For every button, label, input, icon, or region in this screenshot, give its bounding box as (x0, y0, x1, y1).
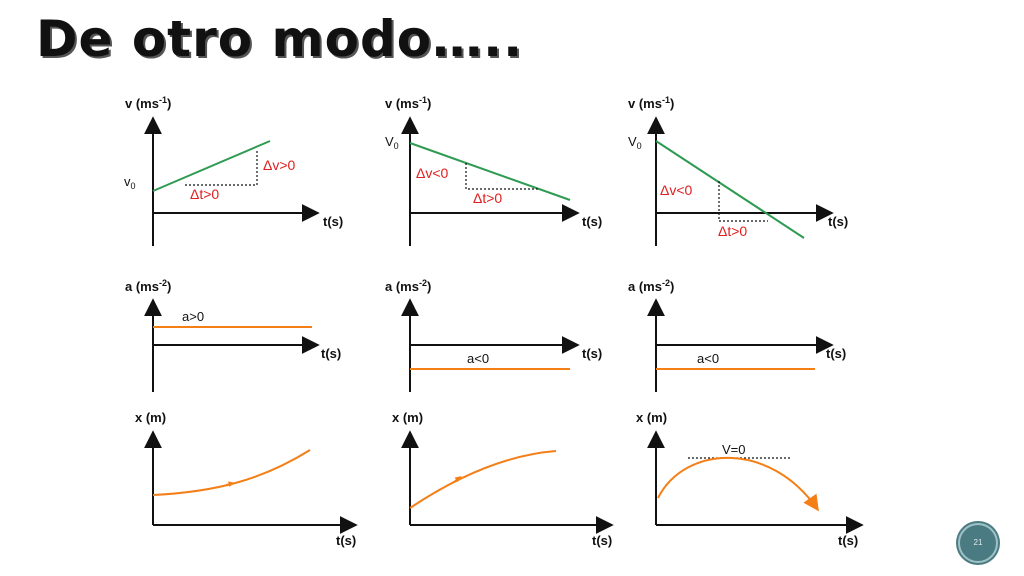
v0-label: V0 (385, 134, 399, 151)
delta-v-label: Δv<0 (416, 165, 449, 181)
page-number-badge: 21 (958, 523, 998, 563)
velocity-line (409, 142, 571, 201)
delta-v-label: Δv<0 (660, 182, 693, 198)
position-graph-1: x (m) t(s) (135, 410, 358, 548)
zero-velocity-label: V=0 (722, 442, 746, 457)
delta-guides (465, 163, 538, 190)
position-curve (657, 456, 819, 512)
x-axis-label: x (m) (636, 410, 667, 425)
delta-v-label: Δv>0 (263, 157, 296, 173)
delta-guides (185, 151, 258, 186)
position-curve (409, 450, 557, 509)
delta-t-label: Δt>0 (718, 223, 747, 239)
acceleration-label: a>0 (182, 309, 204, 324)
acceleration-label: a<0 (697, 351, 719, 366)
slide-title: De otro modo….. (36, 10, 524, 68)
a-axis-label: a (ms-2) (628, 278, 674, 294)
velocity-graph-3: v (ms-1) t(s) V0 Δv<0 Δt>0 (628, 95, 848, 246)
t-axis-label: t(s) (582, 214, 602, 229)
v0-label: V0 (628, 134, 642, 151)
t-axis-label: t(s) (826, 346, 846, 361)
t-axis-label: t(s) (323, 214, 343, 229)
v-axis-label: v (ms-1) (385, 95, 431, 111)
acceleration-graph-1: a (ms-2) t(s) a>0 (125, 278, 341, 392)
position-curve (152, 449, 311, 496)
position-graph-3: x (m) t(s) V=0 (636, 410, 864, 548)
delta-t-label: Δt>0 (190, 186, 219, 202)
acceleration-graph-3: a (ms-2) t(s) a<0 (628, 278, 846, 392)
t-axis-label: t(s) (838, 533, 858, 548)
v-axis-label: v (ms-1) (628, 95, 674, 111)
v0-label: v0 (124, 174, 136, 191)
delta-t-label: Δt>0 (473, 190, 502, 206)
t-axis-label: t(s) (592, 533, 612, 548)
position-graph-2: x (m) t(s) (392, 410, 614, 548)
delta-guides (718, 181, 768, 222)
a-axis-label: a (ms-2) (385, 278, 431, 294)
direction-arrow (225, 481, 236, 487)
t-axis-label: t(s) (582, 346, 602, 361)
velocity-line (655, 140, 805, 239)
a-axis-label: a (ms-2) (125, 278, 171, 294)
acceleration-label: a<0 (467, 351, 489, 366)
acceleration-graph-2: a (ms-2) t(s) a<0 (385, 278, 602, 392)
t-axis-label: t(s) (321, 346, 341, 361)
direction-arrow (452, 476, 462, 483)
v-axis-label: v (ms-1) (125, 95, 171, 111)
velocity-graph-2: v (ms-1) t(s) V0 Δv<0 Δt>0 (385, 95, 602, 246)
x-axis-label: x (m) (392, 410, 423, 425)
x-axis-label: x (m) (135, 410, 166, 425)
t-axis-label: t(s) (336, 533, 356, 548)
velocity-graph-1: v (ms-1) t(s) v0 Δv>0 Δt>0 (124, 95, 343, 246)
velocity-line (152, 140, 271, 192)
t-axis-label: t(s) (828, 214, 848, 229)
